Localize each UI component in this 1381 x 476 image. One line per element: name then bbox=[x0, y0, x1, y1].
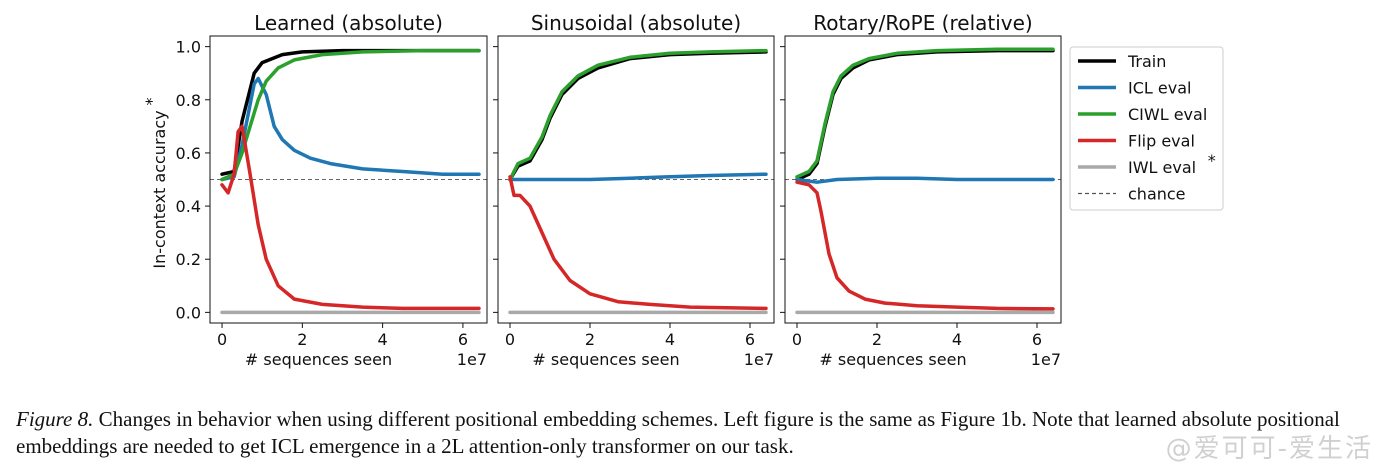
x-tick-label: 6 bbox=[745, 330, 755, 349]
x-tick-label: 6 bbox=[458, 330, 468, 349]
panel-3: 0 2 4 6 Rotary/RoPE (relative) # sequences se… bbox=[780, 11, 1062, 369]
x-offset-label: 1e7 bbox=[744, 350, 774, 369]
y-tick-label: 0.6 bbox=[176, 144, 201, 163]
y-tick-label: 1.0 bbox=[176, 38, 201, 57]
legend-item-label: Flip eval bbox=[1128, 132, 1195, 151]
x-tick-label: 0 bbox=[217, 330, 227, 349]
legend-item-label: IWL eval bbox=[1128, 158, 1196, 177]
x-tick-label: 6 bbox=[1032, 330, 1042, 349]
y-tick-label: 0.2 bbox=[176, 250, 201, 269]
axes-frame bbox=[784, 35, 1062, 324]
series-line-train bbox=[795, 48, 1055, 182]
series-line-ciwl-eval bbox=[508, 48, 768, 182]
series-line-flip-eval bbox=[508, 175, 768, 311]
series-line-icl-eval bbox=[795, 176, 1055, 184]
x-axis-label: # sequences seen bbox=[532, 350, 679, 369]
x-tick-label: 2 bbox=[872, 330, 882, 349]
figure-caption: Figure 8. Changes in behavior when using… bbox=[16, 406, 1366, 460]
series-line-ciwl-eval bbox=[795, 47, 1055, 179]
y-axis-label: In-context accuracy bbox=[150, 110, 169, 268]
watermark: @爱可可-爱生活 bbox=[1165, 434, 1373, 464]
y-tick-label: 0.0 bbox=[176, 303, 201, 322]
y-axis-label-superscript: * bbox=[142, 98, 161, 106]
x-offset-label: 1e7 bbox=[457, 350, 487, 369]
legend-item-label: chance bbox=[1128, 185, 1186, 204]
x-tick-label: 0 bbox=[505, 330, 515, 349]
x-tick-label: 2 bbox=[585, 330, 595, 349]
x-tick-label: 4 bbox=[378, 330, 388, 349]
x-tick-label: 2 bbox=[297, 330, 307, 349]
panel-title: Learned (absolute) bbox=[254, 11, 443, 35]
series-line-flip-eval bbox=[220, 124, 481, 311]
series-line-icl-eval bbox=[508, 172, 768, 182]
x-tick-label: 0 bbox=[792, 330, 802, 349]
x-axis-label: # sequences seen bbox=[819, 350, 966, 369]
series-line-flip-eval bbox=[795, 180, 1055, 311]
caption-text: Changes in behavior when using different… bbox=[16, 407, 1340, 458]
legend-item-superscript: * bbox=[1208, 151, 1216, 170]
legend-item-label: ICL eval bbox=[1128, 79, 1191, 98]
axes-frame bbox=[209, 35, 488, 324]
figure-chart: 0 2 4 6 0.0 0.2 0.4 0.6 0.8 1.0 Learned (absolute)… bbox=[142, 11, 1224, 369]
series-line-icl-eval bbox=[220, 76, 481, 182]
caption-label: Figure 8. bbox=[16, 407, 94, 431]
panel-2: 0 2 4 6 Sinusoidal (absolute) # sequences see… bbox=[493, 11, 775, 369]
series-line-ciwl-eval bbox=[220, 48, 481, 182]
legend-item-label: CIWL eval bbox=[1128, 105, 1207, 124]
x-offset-label: 1e7 bbox=[1031, 350, 1061, 369]
panel-title: Rotary/RoPE (relative) bbox=[813, 11, 1032, 35]
legend: Train ICL eval CIWL eval Flip eval IWL eval *… bbox=[1069, 46, 1224, 211]
legend-item-label: Train bbox=[1127, 52, 1166, 71]
x-axis-label: # sequences seen bbox=[245, 350, 392, 369]
x-tick-label: 4 bbox=[952, 330, 962, 349]
y-tick-label: 0.4 bbox=[176, 197, 201, 216]
panel-1: 0 2 4 6 0.0 0.2 0.4 0.6 0.8 1.0 Learned (absolute)… bbox=[142, 11, 488, 369]
x-tick-label: 4 bbox=[665, 330, 675, 349]
axes-frame bbox=[497, 35, 775, 324]
panel-title: Sinusoidal (absolute) bbox=[531, 11, 741, 35]
y-tick-label: 0.8 bbox=[176, 91, 201, 110]
series-line-train bbox=[220, 48, 481, 176]
